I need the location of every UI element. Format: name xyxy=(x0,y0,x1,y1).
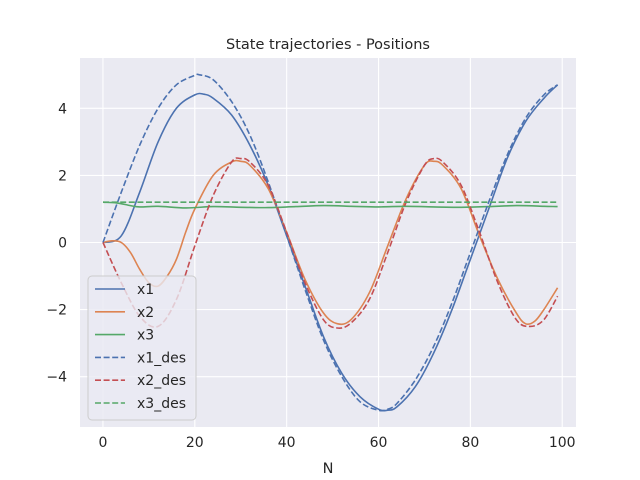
legend: x1 x2 x3 x1_des x2_des x3_des xyxy=(87,275,197,421)
x-tick-label: 100 xyxy=(549,435,576,451)
legend-label-x1-des: x1_des xyxy=(137,350,186,366)
legend-label-x2: x2 xyxy=(137,305,154,321)
legend-label-x3: x3 xyxy=(137,328,154,344)
x-tick-label: 40 xyxy=(278,435,296,451)
y-tick-label: −2 xyxy=(46,303,67,319)
series-layer xyxy=(102,73,559,412)
y-tick-label: 2 xyxy=(58,168,67,184)
x-tick-label: 20 xyxy=(186,435,204,451)
series-line-x2-des xyxy=(102,157,559,329)
tick-labels: 0 20 40 60 80 100 −4 −2 0 2 4 xyxy=(46,101,575,451)
y-tick-label: 0 xyxy=(58,236,67,252)
x-tick-label: 0 xyxy=(99,435,108,451)
x-tick-label: 80 xyxy=(461,435,479,451)
y-tick-label: 4 xyxy=(58,101,67,117)
series-line-x1-des xyxy=(102,73,559,412)
y-tick-label: −4 xyxy=(46,370,67,386)
chart-title: State trajectories - Positions xyxy=(226,37,430,53)
x-axis-label: N xyxy=(323,461,334,477)
x-tick-label: 60 xyxy=(370,435,388,451)
legend-label-x1: x1 xyxy=(137,282,154,298)
legend-label-x3-des: x3_des xyxy=(137,396,186,412)
legend-label-x2-des: x2_des xyxy=(137,373,186,389)
